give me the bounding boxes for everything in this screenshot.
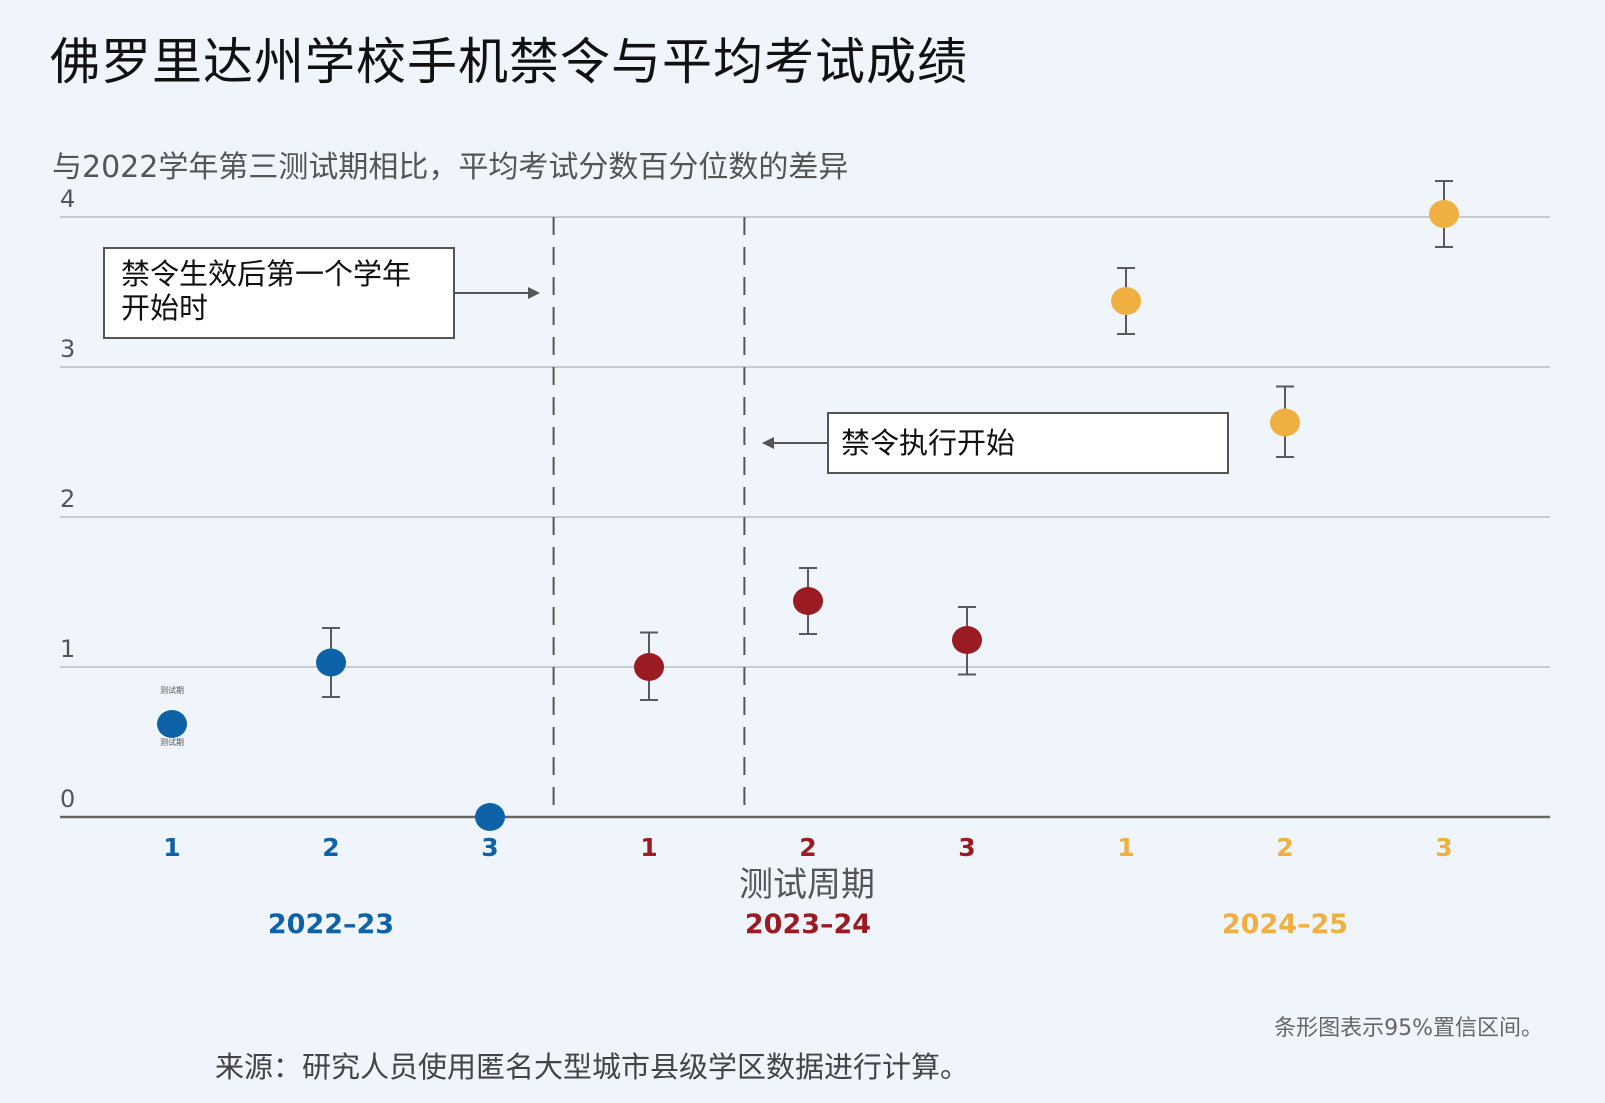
x-tick-label: 1: [640, 833, 657, 862]
data-point: [1111, 287, 1141, 315]
data-point: [1429, 200, 1459, 228]
y-tick-label: 3: [60, 335, 75, 363]
x-tick-label: 2: [322, 833, 339, 862]
callout-enforcement-start: 禁令执行开始: [827, 412, 1229, 474]
x-tick-label: 3: [958, 833, 975, 862]
season-label: 2022–23: [268, 909, 394, 940]
source-note: 来源：研究人员使用匿名大型城市县级学区数据进行计算。: [215, 1050, 970, 1084]
confidence-interval-note: 条形图表示95%置信区间。: [1274, 1016, 1543, 1041]
callout-school-year-start: 禁令生效后第一个学年开始时: [103, 247, 455, 339]
x-tick-label: 1: [1117, 833, 1134, 862]
data-point: [1270, 408, 1300, 437]
x-tick-label: 3: [1435, 833, 1452, 862]
point-tiny-label: 测试期: [160, 685, 184, 695]
data-point: [634, 653, 664, 681]
x-tick-label: 2: [799, 833, 816, 862]
season-label: 2024–25: [1222, 909, 1348, 940]
y-tick-label: 4: [60, 185, 75, 213]
data-point: [157, 710, 187, 738]
chart-subtitle: 与2022学年第三测试期相比，平均考试分数百分位数的差异: [52, 150, 849, 185]
point-tiny-label: 测试期: [160, 737, 184, 747]
y-tick-label: 1: [60, 635, 75, 663]
data-point: [952, 626, 982, 654]
y-tick-label: 2: [60, 485, 75, 513]
chart-title: 佛罗里达州学校手机禁令与平均考试成绩: [50, 33, 968, 91]
x-tick-label: 1: [163, 833, 180, 862]
x-tick-label: 3: [481, 833, 498, 862]
data-point: [475, 803, 505, 831]
x-axis-title: 测试周期: [739, 865, 875, 905]
data-point: [316, 648, 346, 677]
y-tick-label: 0: [60, 785, 75, 813]
data-point: [793, 587, 823, 615]
callout-arrow-head: [762, 437, 774, 449]
x-tick-label: 2: [1276, 833, 1293, 862]
callout-arrow-head: [528, 287, 540, 299]
season-label: 2023–24: [745, 909, 871, 940]
